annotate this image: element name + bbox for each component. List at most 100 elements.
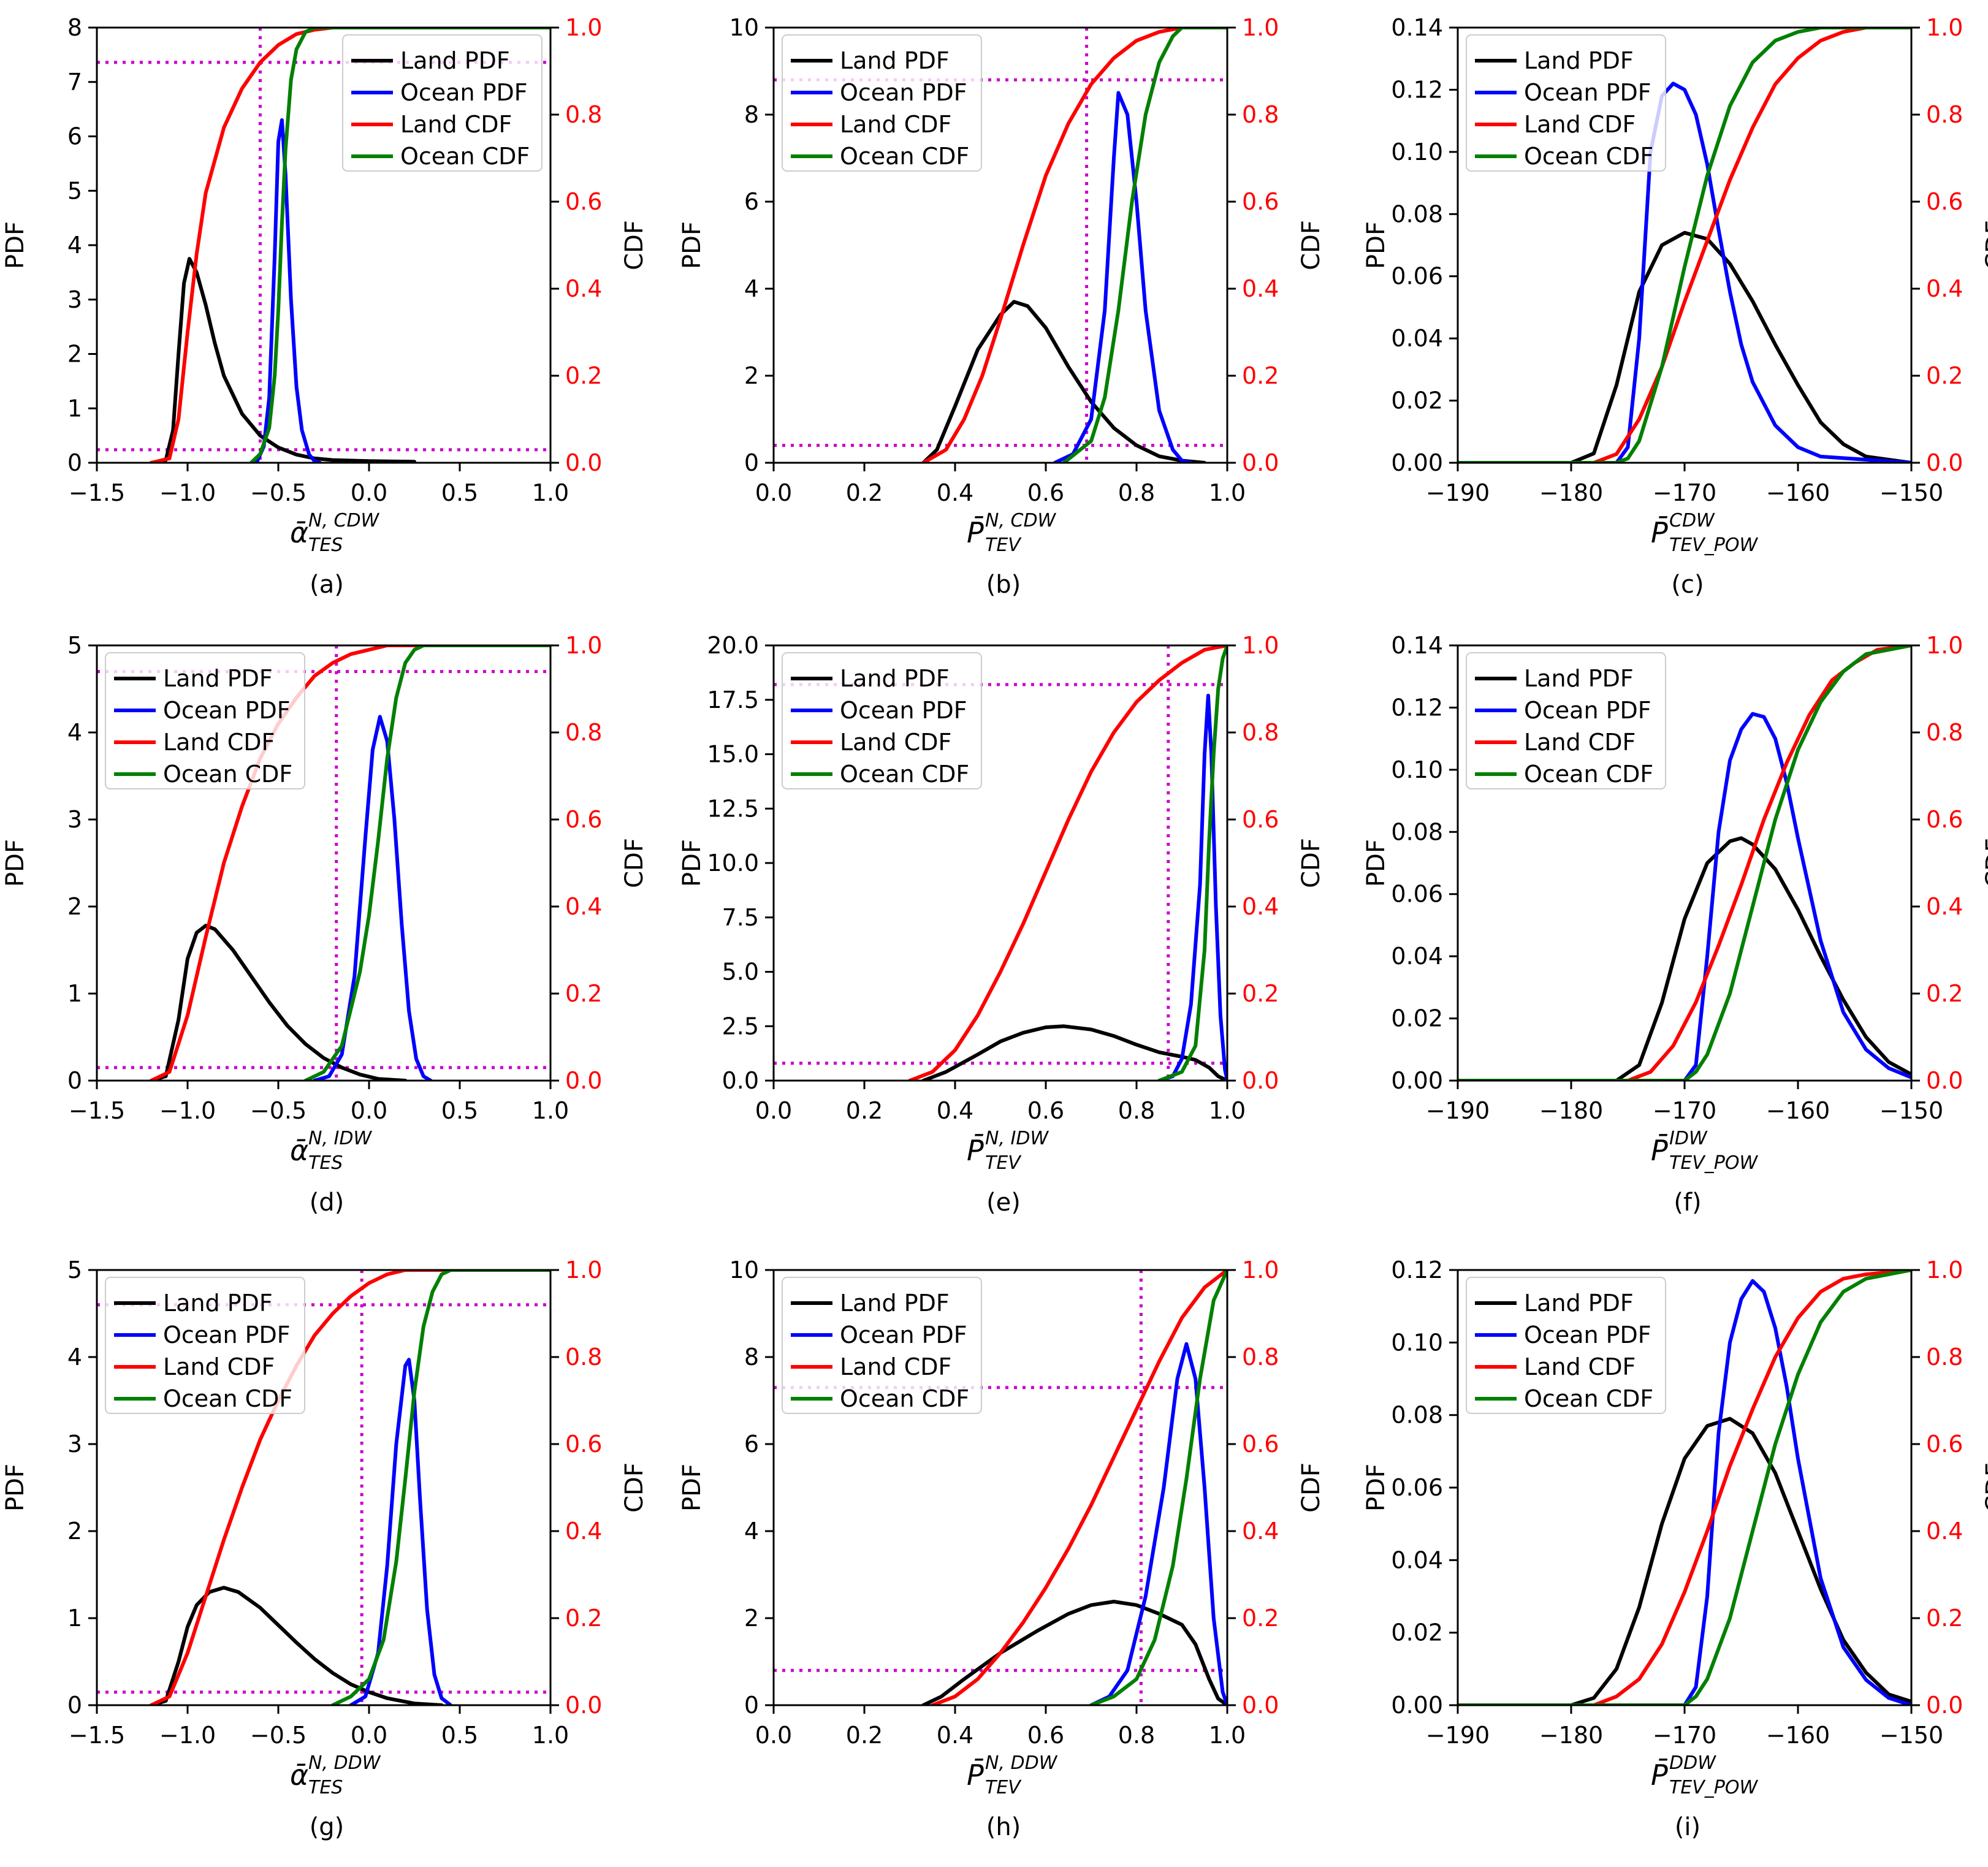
legend-label-land-cdf: Land CDF [163,1353,275,1380]
y-tick-label: 2 [67,1518,82,1545]
y2-tick-label: 0.2 [1242,1605,1279,1632]
y2-tick-label: 0.2 [1926,980,1963,1007]
x-label-sup: DDW [1669,1752,1716,1774]
y2-tick-label: 0.6 [1926,1431,1963,1458]
y-tick-label: 0.06 [1391,1474,1443,1501]
x-tick-label: −150 [1879,479,1943,506]
x-axis-label: P̄ DDW TEV_POW [1651,1752,1759,1798]
y-tick-label: 2.5 [722,1013,759,1040]
x-axis-label: ᾱ N, CDW TES [290,510,380,556]
x-tick-label: 0.0 [351,1722,387,1749]
x-axis-label: ᾱ N, IDW TES [290,1128,372,1174]
legend-label-land-cdf: Land CDF [1524,111,1636,138]
y2-axis-label: CDF [1297,1462,1325,1513]
series-land-pdf [921,1600,1227,1705]
y2-tick-label: 0.0 [565,1067,602,1094]
y2-axis-label: CDF [1297,838,1325,888]
x-label-sub: TEV_POW [1669,534,1759,556]
y2-tick-label: 0.8 [565,1344,602,1371]
y2-tick-label: 0.4 [565,893,602,920]
series-ocean-cdf [249,28,550,463]
y2-tick-label: 0.4 [565,1518,602,1545]
x-label-sup: IDW [1669,1128,1708,1149]
legend-label-land-cdf: Land CDF [163,729,275,756]
legend-label-ocean-cdf: Ocean CDF [1524,1385,1653,1412]
x-label-main: ᾱ [290,516,308,549]
y-tick-label: 5 [67,632,82,659]
y-tick-label: 0.08 [1391,1402,1443,1429]
marker-lines [97,645,550,1081]
legend-label-land-pdf: Land PDF [1524,47,1634,74]
y2-tick-label: 0.2 [1926,1605,1963,1632]
panel-caption: (d) [310,1188,345,1217]
x-label-sup: N, IDW [985,1128,1049,1149]
series-group [149,28,550,463]
y-axis-label: PDF [1,1464,29,1511]
x-tick-label: −1.5 [69,479,125,506]
legend-box [782,652,982,789]
legend: Land PDF Ocean PDF Land CDF Ocean CDF [105,652,305,789]
legend-box [1466,1277,1666,1414]
x-tick-label: −190 [1426,479,1490,506]
series-land-pdf [149,924,408,1081]
series-land-cdf [908,645,1227,1081]
legend: Land PDF Ocean PDF Land CDF Ocean CDF [782,1277,982,1414]
x-axis-label: P̄ IDW TEV_POW [1651,1128,1759,1174]
series-ocean-pdf [254,118,322,463]
series-land-pdf [1458,230,1911,463]
y-tick-label: 8 [67,14,82,41]
panel-a: −1.5 −1.0 −0.5 0.0 0.5 1.0 0 1 2 3 4 5 6 7 8 0.0 0.2 0.4 0… [1,14,649,599]
y-tick-label: 2 [744,1605,759,1632]
x-tick-label: 0.5 [441,1097,478,1124]
x-tick-label: 0.4 [937,1097,973,1124]
y-tick-label: 3 [67,286,82,313]
legend-label-ocean-cdf: Ocean CDF [163,761,292,788]
x-tick-label: −190 [1426,1722,1490,1749]
legend-label-ocean-pdf: Ocean PDF [840,1321,967,1348]
y2-tick-label: 0.8 [1926,1344,1963,1371]
y2-tick-label: 0.8 [1242,719,1279,746]
x-label-sub: TEV [985,534,1022,556]
x-tick-label: −180 [1539,479,1603,506]
y2-axis-label: CDF [1981,1462,1988,1513]
x-tick-label: −190 [1426,1097,1490,1124]
x-label-sub: TES [308,1777,343,1798]
x-tick-label: 1.0 [1209,479,1246,506]
y2-tick-label: 1.0 [1926,14,1963,41]
series-ocean-cdf [1062,28,1227,463]
plot-frame [96,644,552,1082]
y-tick-label: 5 [67,1257,82,1283]
y2-tick-label: 0.2 [565,980,602,1007]
y-tick-label: 0 [744,1692,759,1719]
y2-tick-label: 0.2 [1242,362,1279,389]
x-tick-label: −1.0 [159,479,216,506]
legend-label-ocean-cdf: Ocean CDF [163,1385,292,1412]
series-ocean-pdf [1089,1342,1227,1705]
legend-label-land-pdf: Land PDF [163,665,273,692]
legend-label-ocean-cdf: Ocean CDF [400,143,530,170]
x-tick-label: 1.0 [1209,1097,1246,1124]
x-tick-label: −150 [1879,1097,1943,1124]
y2-tick-label: 0.8 [565,101,602,128]
series-ocean-pdf [1157,693,1227,1081]
y2-tick-label: 0.0 [1242,1692,1279,1719]
legend-label-land-cdf: Land CDF [840,729,951,756]
legend: Land PDF Ocean PDF Land CDF Ocean CDF [1466,652,1666,789]
series-ocean-pdf [1053,91,1193,463]
y2-tick-label: 0.8 [1242,1344,1279,1371]
x-tick-label: 0.6 [1027,1097,1064,1124]
x-label-main: P̄ [1651,1134,1668,1167]
y-tick-label: 17.5 [707,686,759,713]
legend-box [782,34,982,172]
series-land-pdf [1458,836,1911,1081]
panel-d: −1.5 −1.0 −0.5 0.0 0.5 1.0 0 1 2 3 4 5 0.0 0.2 0.4 0.6 0… [1,632,649,1217]
y-tick-label: 0.12 [1391,694,1443,721]
series-group [921,1270,1227,1705]
y-tick-label: 0.14 [1391,14,1443,41]
y-tick-label: 0.00 [1391,1692,1443,1719]
y2-tick-label: 1.0 [1242,1257,1279,1283]
y2-tick-label: 0.6 [1926,188,1963,215]
marker-lines [774,1270,1227,1705]
panel-caption: (g) [310,1813,345,1841]
